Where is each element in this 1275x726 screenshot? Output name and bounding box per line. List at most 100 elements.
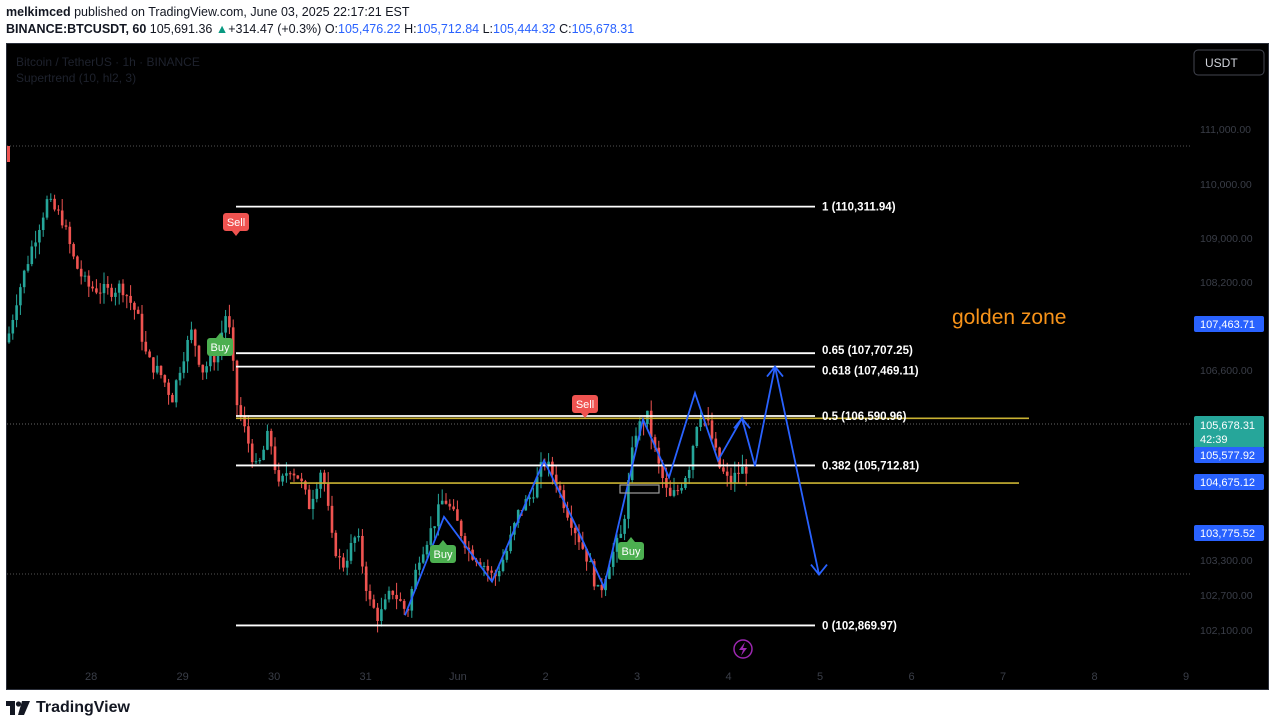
publish-info: melkimced published on TradingView.com, … xyxy=(6,5,410,19)
candle-body xyxy=(11,319,15,334)
candle-body xyxy=(190,329,193,340)
candle-body xyxy=(102,283,106,294)
candle-body xyxy=(695,426,699,446)
candle-body xyxy=(532,497,535,499)
candle-body xyxy=(482,565,486,567)
candle-body xyxy=(691,445,695,470)
price-label-countdown: 42:39 xyxy=(1200,434,1228,446)
candle-body xyxy=(60,210,64,226)
candle-body xyxy=(368,590,372,600)
candle-body xyxy=(627,480,630,519)
candle-body xyxy=(509,534,512,552)
gray-box xyxy=(619,484,660,494)
candle-body xyxy=(566,508,569,518)
candle-body xyxy=(64,225,68,227)
x-axis-tick: 29 xyxy=(177,671,189,683)
candle-body xyxy=(600,584,604,591)
candle-body xyxy=(638,421,642,436)
candle-body xyxy=(95,288,98,293)
y-axis-tick: 102,700.00 xyxy=(1200,590,1253,602)
candle-body xyxy=(41,217,45,231)
candle-body xyxy=(372,599,376,608)
candle-body xyxy=(76,256,79,269)
candle-body xyxy=(376,607,379,622)
candle-body xyxy=(68,226,72,245)
candle-body xyxy=(433,526,436,529)
x-axis-tick: 28 xyxy=(85,671,97,683)
candle-body xyxy=(91,286,94,289)
candle-body xyxy=(364,566,368,591)
chart-canvas[interactable]: Bitcoin / TetherUS · 1h · BINANCE Supertr… xyxy=(7,44,1269,690)
candle-body xyxy=(304,481,307,490)
publisher-name[interactable]: melkimced xyxy=(6,5,71,19)
lightning-icon xyxy=(733,639,753,659)
candle-body xyxy=(353,537,357,543)
candle-body xyxy=(53,198,56,210)
arrow-up-icon xyxy=(733,416,751,429)
candle-body xyxy=(490,570,493,573)
high-value: 105,712.84 xyxy=(416,22,480,36)
candle-body xyxy=(611,551,615,567)
signal-label: Buy xyxy=(434,549,453,561)
up-arrow-icon: ▲ xyxy=(215,22,229,36)
candle-body xyxy=(551,461,554,475)
fib-level-label: 0.618 (107,469.11) xyxy=(822,366,919,378)
candle-body xyxy=(34,242,37,247)
candle-body xyxy=(186,339,189,362)
x-axis-tick: 6 xyxy=(909,671,915,683)
buy-signal-pointer xyxy=(216,333,224,338)
candle-body xyxy=(619,533,623,538)
candle-body xyxy=(110,287,113,297)
currency-button-label[interactable]: USDT xyxy=(1205,56,1238,70)
candle-body xyxy=(741,466,744,474)
projection-path xyxy=(404,366,820,616)
sell-signal-pointer xyxy=(232,231,240,236)
candle-body xyxy=(440,500,444,505)
candle-body xyxy=(349,542,353,561)
last-price: 105,691.36 xyxy=(149,22,213,36)
price-label-value: 105,577.92 xyxy=(1200,450,1255,462)
price-label-value: 104,675.12 xyxy=(1200,477,1255,489)
candle-body xyxy=(129,295,132,303)
x-axis-tick: 30 xyxy=(268,671,280,683)
candle-body xyxy=(729,475,733,483)
candle-body xyxy=(83,275,87,277)
candle-body xyxy=(395,594,398,600)
candle-body xyxy=(425,544,429,555)
candle-body xyxy=(19,287,22,306)
candle-body xyxy=(148,351,151,358)
price-label-box xyxy=(1194,416,1264,448)
tradingview-brand[interactable]: TradingView xyxy=(36,699,130,716)
candle-body xyxy=(361,535,364,567)
candle-body xyxy=(387,590,391,600)
price-label-box xyxy=(1194,525,1264,541)
sell-signal xyxy=(572,395,598,413)
price-label-value: 103,775.52 xyxy=(1200,528,1255,540)
published-text: published on TradingView.com, June 03, 2… xyxy=(74,5,410,19)
candle-body xyxy=(714,438,718,448)
footer: TradingView xyxy=(6,697,130,719)
candle-body xyxy=(205,366,208,373)
tradingview-logo-icon[interactable] xyxy=(6,701,30,715)
candle-body xyxy=(345,560,349,568)
candle-body xyxy=(680,487,683,491)
candle-body xyxy=(296,475,300,479)
y-axis-tick: 102,100.00 xyxy=(1200,625,1253,637)
x-axis-tick: 4 xyxy=(726,671,732,683)
symbol-name: BINANCE:BTCUSDT, 60 xyxy=(6,22,147,36)
currency-button[interactable] xyxy=(1193,49,1265,76)
candle-body xyxy=(174,380,178,403)
chart-area[interactable]: Bitcoin / TetherUS · 1h · BINANCE Supertr… xyxy=(6,43,1269,690)
candle-body xyxy=(357,535,360,538)
close-label: C: xyxy=(559,22,572,36)
open-value: 105,476.22 xyxy=(338,22,401,36)
candle-body xyxy=(121,283,125,296)
candle-body xyxy=(585,548,588,562)
x-axis-tick: 7 xyxy=(1000,671,1006,683)
candle-body xyxy=(338,556,341,558)
candle-body xyxy=(273,446,277,471)
candle-body xyxy=(136,309,140,314)
candle-body xyxy=(342,557,345,568)
candle-body xyxy=(235,360,239,406)
buy-signal xyxy=(430,545,456,563)
